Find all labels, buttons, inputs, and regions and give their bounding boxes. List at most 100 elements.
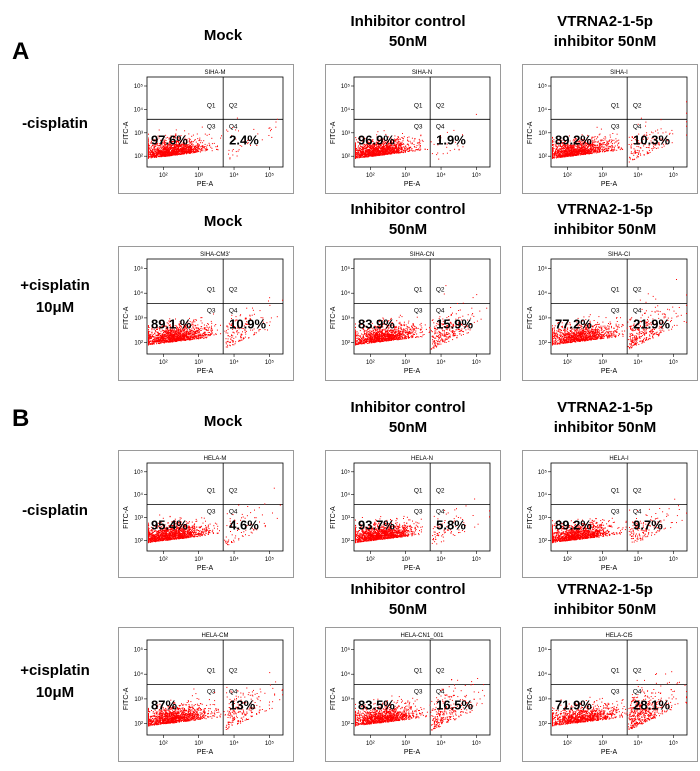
event-dot	[188, 146, 190, 148]
event-dot	[557, 149, 559, 151]
event-dot	[189, 152, 191, 154]
event-dot	[369, 142, 371, 144]
event-dot	[414, 150, 416, 152]
event-dot	[366, 154, 368, 156]
event-dot	[584, 151, 586, 153]
event-dot	[686, 121, 687, 123]
event-dot	[630, 145, 632, 147]
event-dot	[562, 137, 564, 139]
event-dot	[360, 153, 362, 155]
event-dot	[574, 151, 576, 152]
event-dot	[586, 147, 588, 149]
event-dot	[591, 136, 593, 138]
event-dot	[398, 145, 400, 146]
event-dot	[198, 145, 200, 147]
event-dot	[355, 142, 356, 144]
quadrant-label: Q2	[229, 287, 238, 294]
event-dot	[192, 134, 194, 136]
event-dot	[560, 147, 562, 149]
event-dot	[257, 133, 259, 135]
event-dot	[411, 148, 413, 149]
event-dot	[587, 146, 589, 148]
event-dot	[189, 152, 191, 154]
event-dot	[163, 155, 165, 156]
event-dot	[592, 149, 594, 151]
event-dot	[634, 139, 636, 141]
event-dot	[388, 146, 390, 148]
event-dot	[637, 140, 638, 142]
event-dot	[388, 150, 390, 152]
event-dot	[391, 152, 393, 154]
x-tick-label: 10⁴	[633, 172, 643, 179]
event-dot	[555, 145, 556, 147]
event-dot	[165, 336, 167, 337]
event-dot	[652, 141, 654, 143]
event-dot	[571, 153, 573, 155]
event-dot	[201, 336, 203, 338]
event-dot	[395, 150, 397, 151]
event-dot	[570, 149, 571, 151]
event-dot	[357, 154, 359, 156]
event-dot	[396, 149, 398, 151]
event-dot	[651, 142, 653, 144]
event-dot	[564, 155, 566, 157]
event-dot	[577, 152, 579, 154]
event-dot	[190, 150, 192, 152]
event-dot	[365, 155, 367, 157]
event-dot	[159, 155, 161, 157]
event-dot	[149, 154, 151, 156]
event-dot	[609, 136, 611, 138]
event-dot	[384, 153, 386, 155]
event-dot	[377, 149, 379, 151]
event-dot	[399, 149, 401, 151]
event-dot	[179, 323, 181, 324]
event-dot	[356, 152, 358, 154]
event-dot	[167, 150, 169, 152]
event-dot	[173, 333, 175, 335]
event-dot	[604, 142, 605, 143]
event-dot	[395, 151, 397, 153]
event-dot	[211, 333, 213, 335]
event-dot	[373, 149, 375, 151]
event-dot	[363, 143, 365, 145]
event-dot	[183, 148, 185, 150]
event-dot	[191, 141, 193, 143]
event-dot	[386, 150, 388, 152]
event-dot	[150, 152, 152, 154]
event-dot	[169, 140, 171, 142]
event-dot	[206, 149, 208, 151]
event-dot	[183, 149, 185, 151]
event-dot	[198, 150, 200, 152]
event-dot	[183, 151, 185, 153]
event-dot	[421, 139, 423, 141]
treatment-title: Mock	[123, 26, 323, 46]
event-dot	[373, 152, 375, 154]
event-dot	[591, 148, 593, 150]
event-dot	[562, 142, 564, 144]
event-dot	[610, 139, 612, 141]
event-dot	[649, 134, 651, 136]
event-dot	[174, 144, 176, 145]
event-dot	[407, 137, 408, 139]
event-dot	[249, 315, 251, 317]
event-dot	[253, 128, 255, 130]
event-dot	[226, 326, 228, 328]
scatter-plot-siha-m: SIHA-M 10² 10² 10³ 10³ 10⁴ 10⁴ 10⁵ 10⁵ PE-A FITC-A…	[118, 64, 294, 194]
event-dot	[580, 154, 582, 156]
event-dot	[630, 146, 632, 148]
event-dot	[556, 157, 557, 159]
event-dot	[563, 156, 565, 158]
treatment-title-line: Mock	[203, 27, 243, 44]
event-dot	[661, 141, 663, 143]
event-dot	[577, 150, 579, 152]
event-dot	[165, 339, 167, 341]
event-dot	[378, 144, 380, 146]
event-dot	[391, 151, 393, 153]
event-dot	[154, 145, 156, 147]
event-dot	[628, 136, 630, 138]
event-dot	[400, 148, 402, 150]
event-dot	[553, 156, 555, 158]
event-dot	[150, 334, 152, 336]
event-dot	[379, 151, 381, 153]
event-dot	[588, 150, 590, 152]
